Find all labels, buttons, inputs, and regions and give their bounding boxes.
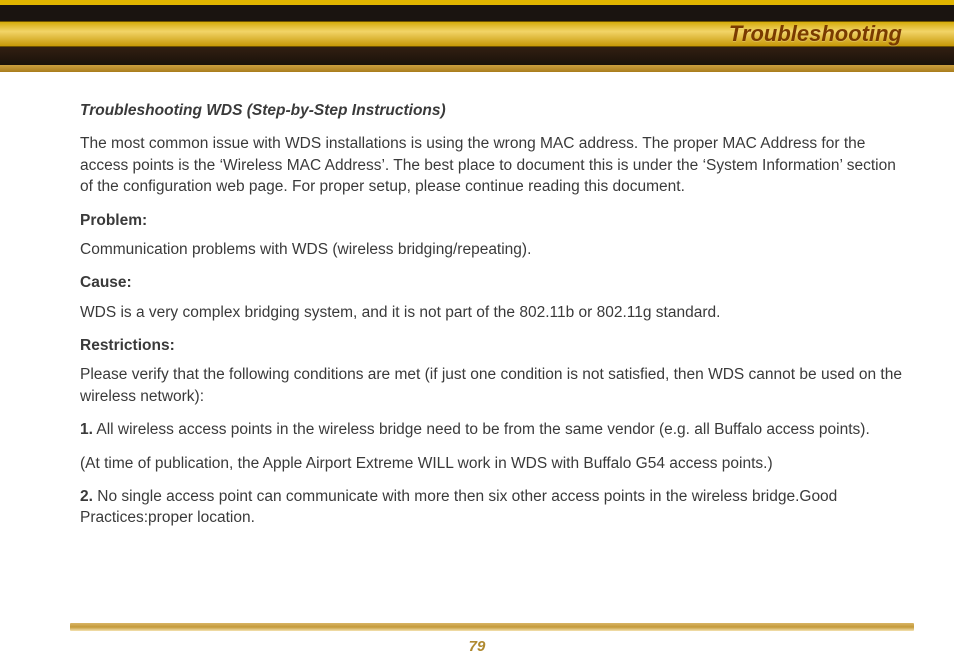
cause-label: Cause:: [80, 272, 904, 293]
intro-paragraph: The most common issue with WDS installat…: [80, 133, 904, 197]
cause-text: WDS is a very complex bridging system, a…: [80, 302, 904, 323]
list-text: All wireless access points in the wirele…: [93, 421, 870, 438]
list-item-1-note: (At time of publication, the Apple Airpo…: [80, 453, 904, 474]
restrictions-intro: Please verify that the following conditi…: [80, 364, 904, 407]
header-border: Troubleshooting: [0, 0, 954, 72]
problem-text: Communication problems with WDS (wireles…: [80, 239, 904, 260]
list-text: No single access point can communicate w…: [80, 488, 837, 526]
problem-label: Problem:: [80, 210, 904, 231]
section-title: Troubleshooting WDS (Step-by-Step Instru…: [80, 100, 904, 121]
page-header-title: Troubleshooting: [729, 21, 902, 47]
list-number: 2.: [80, 488, 93, 505]
footer-border: [70, 623, 914, 631]
document-page: Troubleshooting Troubleshooting WDS (Ste…: [0, 0, 954, 661]
border-stripe: [0, 47, 954, 65]
border-stripe: [0, 5, 954, 21]
border-stripe: [0, 65, 954, 72]
page-number: 79: [0, 638, 954, 655]
list-item-2: 2. No single access point can communicat…: [80, 486, 904, 529]
list-item-1: 1. All wireless access points in the wir…: [80, 419, 904, 440]
list-number: 1.: [80, 421, 93, 438]
restrictions-label: Restrictions:: [80, 335, 904, 356]
content-area: Troubleshooting WDS (Step-by-Step Instru…: [80, 100, 904, 606]
